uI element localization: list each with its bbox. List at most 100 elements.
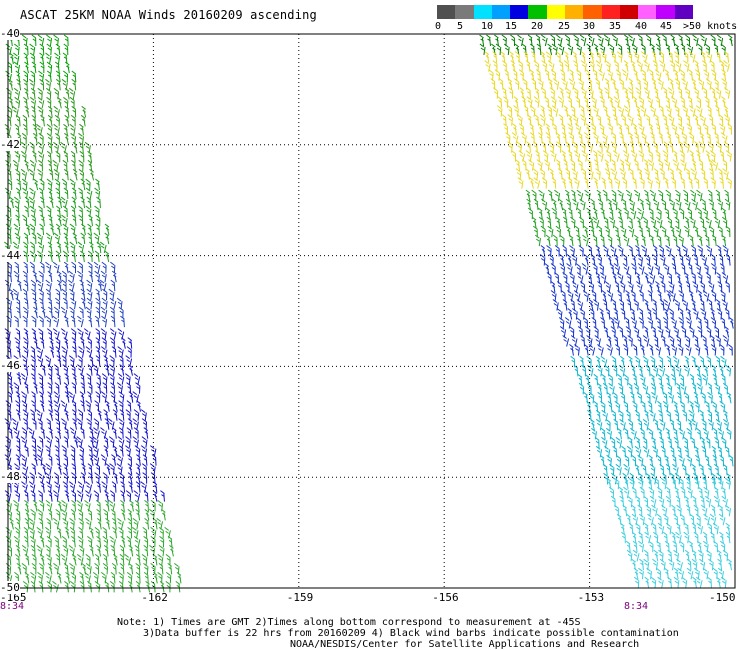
wind-barb xyxy=(603,472,609,485)
wind-barb xyxy=(46,43,52,56)
wind-barb xyxy=(527,207,533,220)
wind-barb xyxy=(643,272,649,284)
wind-barb xyxy=(714,326,720,338)
wind-barb xyxy=(633,299,639,311)
wind-barb xyxy=(617,290,622,302)
legend-label-2: 10 xyxy=(481,21,494,32)
wind-barb xyxy=(54,297,60,310)
wind-barb xyxy=(61,178,67,191)
wind-barb xyxy=(518,150,526,162)
wind-barb xyxy=(653,418,659,431)
wind-barb xyxy=(103,409,109,421)
wind-barb xyxy=(691,78,697,90)
wind-barb xyxy=(564,34,570,47)
wind-barb xyxy=(709,150,716,162)
wind-barb xyxy=(688,105,696,117)
wind-barb xyxy=(532,141,538,153)
wind-barb xyxy=(78,132,84,145)
wind-barb xyxy=(56,279,62,292)
wind-barb xyxy=(15,400,20,412)
wind-barb xyxy=(87,261,93,274)
wind-barb xyxy=(708,159,714,171)
wind-barb xyxy=(726,391,732,404)
wind-barb xyxy=(582,234,589,247)
wind-barb xyxy=(657,486,663,499)
wind-barb xyxy=(33,306,38,319)
wind-barb xyxy=(624,317,630,329)
wind-barb xyxy=(659,60,666,72)
wind-barb xyxy=(87,463,93,475)
wind-barb xyxy=(726,177,732,189)
wind-barb xyxy=(126,427,132,439)
wind-barb xyxy=(568,234,574,247)
wind-barb xyxy=(717,445,723,458)
wind-barb xyxy=(697,326,703,338)
wind-barb xyxy=(646,263,654,275)
wind-barb xyxy=(606,114,611,126)
wind-barb xyxy=(135,382,141,394)
wind-barb xyxy=(663,308,669,320)
wind-barb xyxy=(39,261,45,274)
wind-barb xyxy=(632,540,638,553)
wind-barb xyxy=(54,409,60,421)
wind-barb xyxy=(541,198,548,211)
wind-barb xyxy=(631,531,637,544)
wind-barb xyxy=(28,196,35,209)
wind-barb xyxy=(479,43,486,56)
wind-barb xyxy=(62,159,68,172)
wind-barb xyxy=(94,250,100,263)
wind-barb xyxy=(15,306,21,319)
wind-barb xyxy=(85,187,93,200)
wind-barb xyxy=(623,105,631,117)
wind-barb xyxy=(659,436,665,449)
wind-barb xyxy=(678,234,684,247)
wind-barb xyxy=(29,43,36,56)
wind-barb xyxy=(39,61,45,74)
wind-barb xyxy=(611,105,617,117)
wind-barb xyxy=(654,69,662,81)
east-swath-band-7 xyxy=(484,51,733,189)
wind-barb xyxy=(575,96,580,108)
wind-barb xyxy=(656,234,662,247)
wind-barb xyxy=(683,531,690,544)
wind-barb xyxy=(157,553,164,566)
wind-barb xyxy=(635,245,640,257)
wind-barb xyxy=(593,43,599,56)
wind-barb xyxy=(134,445,141,457)
wind-barb xyxy=(134,544,140,557)
wind-barb xyxy=(595,418,603,431)
wind-barb xyxy=(151,454,157,466)
wind-barb xyxy=(53,490,59,502)
wind-barb xyxy=(133,373,141,385)
wind-barb xyxy=(696,96,702,108)
wind-barb xyxy=(80,472,86,484)
wind-barb xyxy=(600,51,607,63)
legend-label-7: 35 xyxy=(609,21,622,32)
wind-barb xyxy=(695,454,700,467)
wind-barb xyxy=(95,463,100,475)
wind-barb xyxy=(9,196,14,209)
wind-barb xyxy=(8,96,14,109)
wind-barb xyxy=(612,364,618,377)
wind-barb xyxy=(567,290,574,302)
wind-barb xyxy=(141,436,148,448)
wind-barb xyxy=(87,535,93,548)
wind-barb xyxy=(47,508,53,521)
wind-barb xyxy=(637,454,644,467)
wind-barb xyxy=(128,562,134,575)
wind-barb xyxy=(699,132,705,144)
wind-barb xyxy=(110,571,116,584)
wind-barb xyxy=(63,232,69,245)
wind-barb xyxy=(70,150,76,163)
wind-barb xyxy=(32,150,37,163)
wind-barb xyxy=(135,580,141,593)
wind-barb xyxy=(62,481,68,493)
wind-barb xyxy=(85,178,91,191)
wind-barb xyxy=(79,150,85,163)
wind-barb xyxy=(580,51,586,63)
wind-barb xyxy=(725,364,732,377)
wind-barb xyxy=(28,526,35,539)
wind-barb xyxy=(23,364,29,376)
wind-barb xyxy=(79,571,84,584)
wind-barb xyxy=(14,261,20,274)
